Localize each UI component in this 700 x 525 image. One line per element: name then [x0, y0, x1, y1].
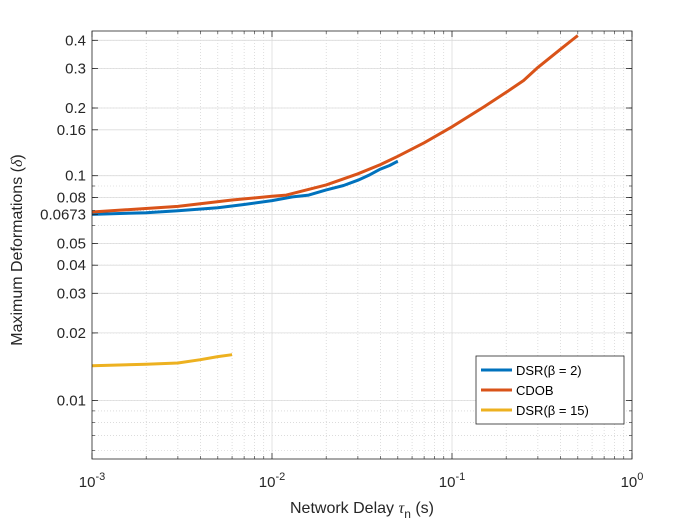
x-tick-label-exponent: -2 — [275, 471, 285, 483]
y-tick-label: 0.04 — [57, 257, 86, 274]
x-tick-label-exponent: -3 — [95, 471, 105, 483]
series-lines — [91, 34, 579, 368]
y-tick-label: 0.01 — [57, 393, 86, 410]
y-axis-label: Maximum Deformations (δ) — [9, 154, 26, 345]
x-axis-label-subscript: n — [404, 507, 411, 521]
legend-label: CDOB — [516, 383, 554, 398]
y-tick-label: 0.03 — [57, 285, 86, 302]
grid-lines — [91, 31, 633, 459]
x-axis-label-prefix: Network Delay — [290, 500, 398, 517]
y-axis-label-delta: δ — [9, 159, 26, 167]
y-tick-label: 0.2 — [65, 100, 86, 117]
y-tick-label: 0.0673 — [40, 206, 86, 223]
y-tick-label: 0.05 — [57, 235, 86, 252]
x-tick-label: 10-1 — [439, 471, 465, 491]
series-line-2 — [91, 34, 579, 214]
x-tick-label: 10-2 — [259, 471, 285, 491]
y-tick-label: 0.3 — [65, 60, 86, 77]
y-tick-label: 0.16 — [57, 122, 86, 139]
y-tick-label: 0.1 — [65, 168, 86, 185]
legend-label: DSR(β = 2) — [516, 363, 582, 378]
x-tick-label-base: 10 — [79, 474, 96, 491]
x-axis-label-unit: (s) — [411, 500, 434, 517]
axis-ticks — [91, 31, 633, 459]
y-axis-label-prefix: Maximum Deformations ( — [9, 166, 26, 345]
legend-label: DSR(β = 15) — [516, 403, 589, 418]
y-tick-label: 0.4 — [65, 32, 86, 49]
series-line-3 — [91, 353, 233, 368]
x-tick-label-base: 10 — [259, 474, 276, 491]
x-tick-label-exponent: -1 — [455, 471, 465, 483]
y-tick-label: 0.02 — [57, 325, 86, 342]
plot-area-frame — [91, 30, 633, 460]
y-axis-label-suffix: ) — [9, 154, 26, 159]
tick-labels: 10-3 10-2 10-1 1000.010.020.030.040.050.067… — [40, 32, 643, 491]
legend: DSR(β = 2) CDOB DSR(β = 15) — [475, 355, 625, 425]
x-axis-label: Network Delay τn (s) — [290, 500, 434, 521]
x-tick-label-base: 10 — [621, 474, 638, 491]
series-line-1 — [91, 159, 399, 216]
x-axis-label-tau: τ — [398, 500, 405, 517]
y-tick-label: 0.08 — [57, 190, 86, 207]
x-tick-label: 100 — [621, 471, 644, 491]
x-tick-label-base: 10 — [439, 474, 456, 491]
x-tick-label: 10-3 — [79, 471, 105, 491]
x-tick-label-exponent: 0 — [637, 471, 643, 483]
